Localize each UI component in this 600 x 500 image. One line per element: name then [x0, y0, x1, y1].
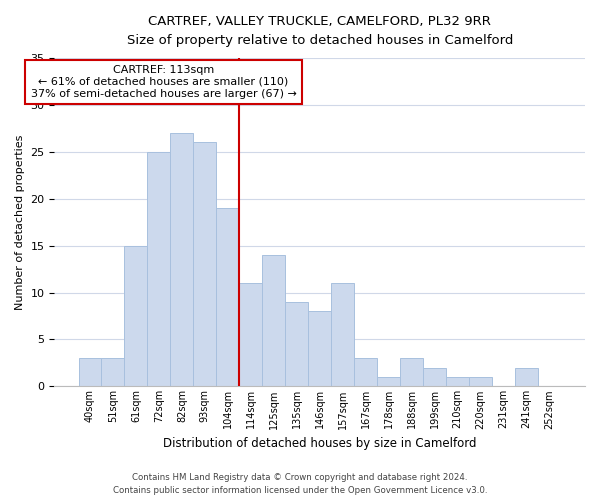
Bar: [446, 377, 469, 386]
Text: Contains HM Land Registry data © Crown copyright and database right 2024.
Contai: Contains HM Land Registry data © Crown c…: [113, 474, 487, 495]
Bar: [469, 377, 492, 386]
Y-axis label: Number of detached properties: Number of detached properties: [15, 134, 25, 310]
Bar: [217, 208, 239, 386]
Bar: [170, 133, 193, 386]
Bar: [423, 368, 446, 386]
Bar: [400, 358, 423, 386]
Title: CARTREF, VALLEY TRUCKLE, CAMELFORD, PL32 9RR
Size of property relative to detach: CARTREF, VALLEY TRUCKLE, CAMELFORD, PL32…: [127, 15, 513, 47]
Bar: [124, 246, 148, 386]
Bar: [331, 283, 354, 387]
Bar: [308, 312, 331, 386]
Bar: [79, 358, 101, 386]
Bar: [377, 377, 400, 386]
Bar: [285, 302, 308, 386]
Bar: [262, 255, 285, 386]
Bar: [515, 368, 538, 386]
X-axis label: Distribution of detached houses by size in Camelford: Distribution of detached houses by size …: [163, 437, 476, 450]
Bar: [148, 152, 170, 386]
Bar: [193, 142, 217, 386]
Bar: [354, 358, 377, 386]
Text: CARTREF: 113sqm
← 61% of detached houses are smaller (110)
37% of semi-detached : CARTREF: 113sqm ← 61% of detached houses…: [31, 66, 296, 98]
Bar: [101, 358, 124, 386]
Bar: [239, 283, 262, 387]
